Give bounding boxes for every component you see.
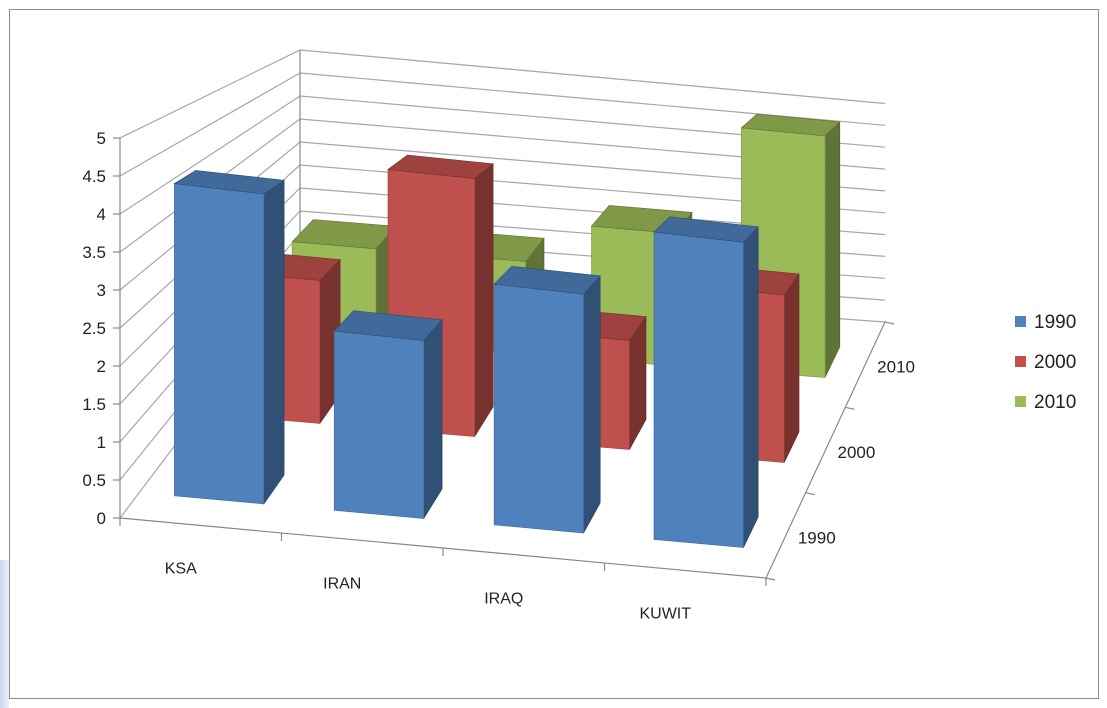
y-axis-ticks: 0 0.5 1 1.5 2 2.5 3 3.5 4 4.5 5 [82,129,120,528]
bar-side [263,179,285,505]
depth-label: 2000 [838,443,876,462]
bar [333,310,443,520]
window-edge [0,560,9,708]
bar-side [474,163,494,438]
y-tick-label: 1.5 [82,395,106,414]
bar-top [387,154,494,179]
category-label: IRAQ [484,591,523,608]
depth-tick-mark [805,492,815,496]
depth-tick-mark [765,577,776,581]
bars [173,113,841,548]
y-tick-label: 4 [97,205,106,224]
y-tick-label: 2 [97,357,106,376]
category-label: IRAN [323,576,361,593]
y-tick-label: 2.5 [82,319,106,338]
bar-top [173,170,285,195]
bar-top [740,113,841,137]
bar-top [333,310,443,341]
legend-swatch [1015,396,1026,407]
legend-label: 2000 [1034,352,1076,373]
y-tick-label: 0.5 [82,471,106,490]
bar-front [333,330,425,519]
axes [119,50,895,586]
bar [173,170,285,505]
depth-axis-labels: 1990 2000 2010 [798,358,915,548]
depth-tick-mark [845,406,855,410]
legend-swatch [1015,316,1026,327]
legend-swatch [1015,356,1026,367]
depth-label: 1990 [798,528,836,547]
legend-label: 2010 [1034,392,1076,413]
bar-side [824,121,841,378]
legend-label: 1990 [1034,312,1076,333]
bar-front [174,183,265,505]
y-tick-label: 1 [97,433,106,452]
bar-side [743,226,759,548]
legend: 1990 2000 2010 [1015,312,1076,413]
bar-side [783,273,800,463]
category-label: KSA [165,561,197,578]
y-tick-label: 4.5 [82,167,106,186]
bar [493,265,601,534]
bar-front [493,283,584,534]
bar-side [583,275,601,534]
y-tick-label: 3 [97,281,106,300]
depth-tick-mark [884,321,895,325]
bar-top [653,216,759,243]
y-tick-label: 3.5 [82,243,106,262]
bar-front [653,231,744,548]
bar-side [423,319,443,520]
bar [653,216,759,548]
y-tick-label: 0 [97,509,106,528]
category-label: KUWIT [639,606,691,623]
y-tick-label: 5 [97,129,106,148]
depth-axis-line [765,321,886,579]
bar-top [493,265,601,295]
category-labels: KSA IRAN IRAQ KUWIT [165,561,692,623]
depth-label: 2010 [877,358,915,377]
